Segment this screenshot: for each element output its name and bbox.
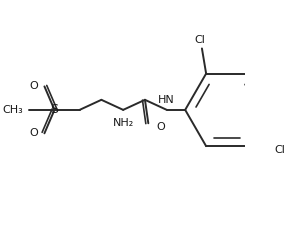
Text: S: S xyxy=(51,103,59,116)
Text: NH₂: NH₂ xyxy=(112,118,134,128)
Text: O: O xyxy=(29,81,38,91)
Text: Cl: Cl xyxy=(195,35,206,45)
Text: CH₃: CH₃ xyxy=(2,105,23,115)
Text: O: O xyxy=(29,128,38,138)
Text: O: O xyxy=(157,122,166,132)
Text: HN: HN xyxy=(158,95,175,105)
Text: Cl: Cl xyxy=(275,145,284,155)
